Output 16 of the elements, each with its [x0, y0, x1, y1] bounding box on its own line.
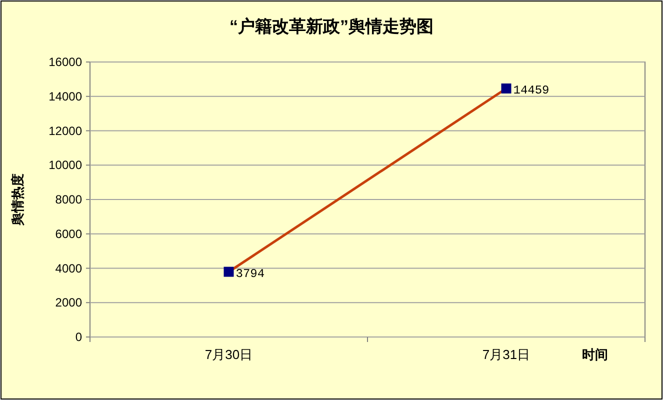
data-label: 14459	[513, 83, 550, 98]
y-tick-label: 12000	[48, 124, 82, 138]
data-label: 3794	[236, 266, 265, 281]
y-tick-label: 4000	[55, 261, 82, 276]
y-tick-label: 6000	[55, 226, 82, 241]
y-tick-label: 0	[75, 330, 82, 344]
y-tick-label: 10000	[48, 158, 82, 172]
y-tick-label: 14000	[48, 89, 82, 104]
x-axis-title: 时间	[582, 347, 608, 362]
y-tick-label: 8000	[55, 192, 82, 206]
x-tick-label: 7月31日	[482, 347, 530, 362]
y-tick-label: 16000	[48, 55, 82, 69]
chart-title: “户籍改革新政”舆情走势图	[230, 17, 434, 36]
y-tick-label: 2000	[55, 296, 82, 310]
x-tick-label: 7月30日	[204, 347, 253, 362]
y-axis-title: 舆情热度	[10, 174, 25, 226]
